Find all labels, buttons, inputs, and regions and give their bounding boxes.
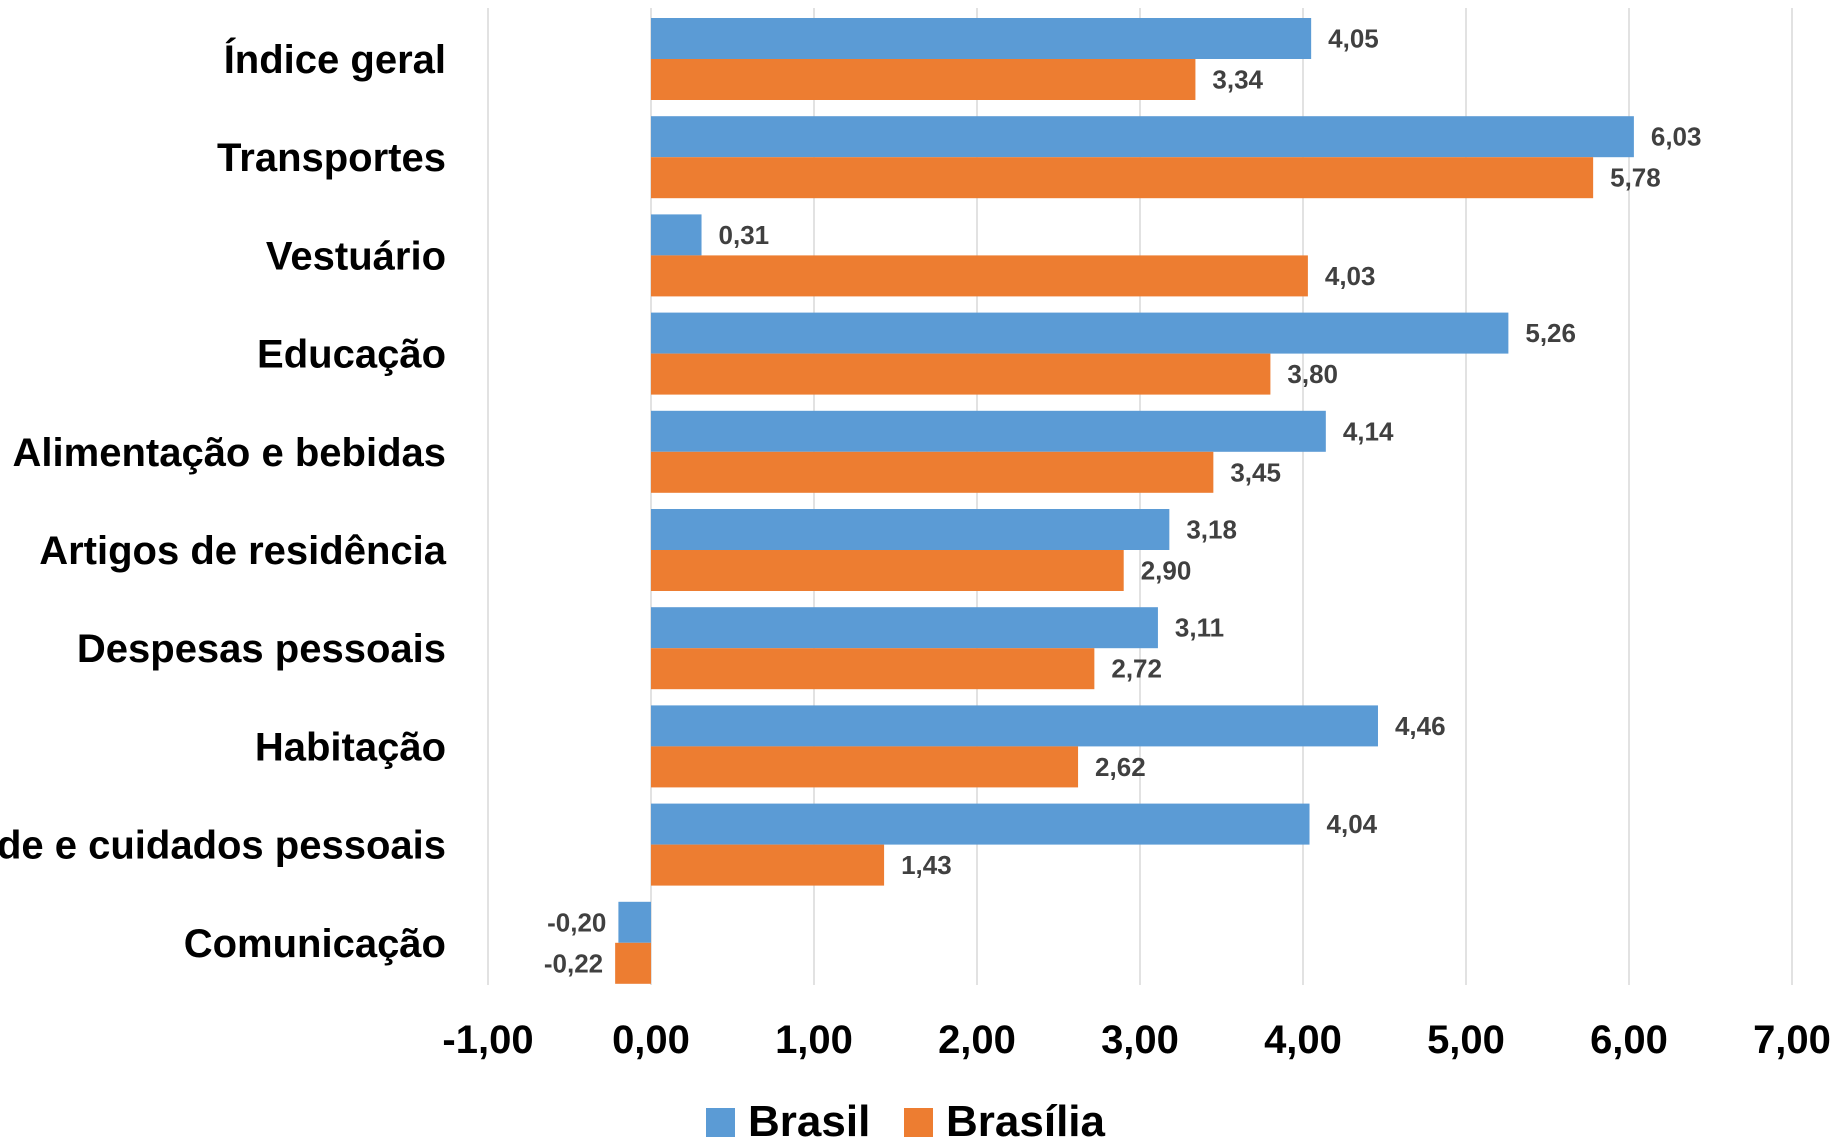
data-label: 3,11 (1175, 613, 1224, 643)
data-label: 3,80 (1287, 359, 1338, 389)
bar-brasilia (651, 550, 1124, 591)
legend-label: Brasil (748, 1097, 870, 1146)
bar-brasil (651, 607, 1158, 649)
data-label: 3,45 (1230, 457, 1281, 487)
bar-brasil (651, 116, 1634, 158)
bar-brasilia (651, 746, 1079, 788)
data-label: 0,31 (719, 220, 770, 250)
data-label: 4,03 (1325, 261, 1376, 291)
bar-brasil (651, 312, 1509, 354)
category-label: Transportes (217, 136, 446, 180)
category-label: Índice geral (224, 37, 446, 82)
data-label: 1,43 (901, 850, 952, 880)
bar-brasil (651, 410, 1326, 452)
bar-brasil (651, 705, 1378, 747)
legend: Brasil Brasília (706, 1097, 1106, 1146)
bar-brasilia (651, 353, 1271, 395)
data-label: -0,20 (547, 907, 606, 937)
bar-brasil (651, 18, 1312, 59)
x-tick-label: 6,00 (1590, 1018, 1668, 1062)
legend-swatch (904, 1108, 933, 1137)
x-tick-label: 7,00 (1753, 1018, 1831, 1062)
category-label: Educação (257, 333, 446, 377)
category-label: Artigos de residência (39, 529, 447, 573)
bar-brasilia (615, 942, 651, 984)
category-label: Comunicação (184, 922, 446, 966)
category-label: Saúde e cuidados pessoais (0, 824, 446, 868)
bar-brasilia (651, 255, 1308, 297)
data-label: 2,72 (1111, 654, 1162, 684)
data-label: 4,46 (1395, 711, 1446, 741)
x-tick-label: 2,00 (938, 1018, 1016, 1062)
x-axis-tick-labels: -1,00 0,00 1,00 2,00 3,00 4,00 5,00 6,00 7,00 (442, 1018, 1831, 1062)
bar-brasilia (651, 157, 1594, 199)
data-label: 5,78 (1610, 163, 1661, 193)
x-tick-label: 5,00 (1427, 1018, 1505, 1062)
bars (615, 18, 1634, 984)
category-label: Vestuário (266, 234, 446, 278)
legend-label: Brasília (946, 1097, 1106, 1146)
data-label: 4,05 (1328, 24, 1379, 54)
category-labels: Índice geral Transportes Vestuário Educação… (0, 37, 447, 966)
data-label: 4,04 (1327, 809, 1378, 839)
category-label: Habitação (255, 725, 446, 769)
x-tick-label: 3,00 (1101, 1018, 1179, 1062)
data-label: 6,03 (1651, 122, 1702, 152)
data-label: 2,62 (1095, 752, 1146, 782)
category-label: Despesas pessoais (77, 627, 446, 671)
x-tick-label: 0,00 (612, 1018, 690, 1062)
data-label: 3,18 (1186, 515, 1237, 545)
data-label: 2,90 (1141, 556, 1192, 586)
data-label: 5,26 (1525, 318, 1576, 348)
data-label: 3,34 (1212, 65, 1263, 95)
bar-brasilia (651, 59, 1196, 100)
bar-brasilia (651, 648, 1095, 690)
x-tick-label: 4,00 (1264, 1018, 1342, 1062)
data-labels: 4,05 6,03 0,31 5,26 4,14 3,18 3,11 4,46 4,04 -0,2… (544, 24, 1702, 979)
x-tick-label: -1,00 (442, 1018, 533, 1062)
bar-brasilia (651, 844, 885, 886)
bar-brasil (651, 509, 1170, 550)
bar-brasil (618, 901, 651, 943)
data-label: -0,22 (544, 948, 603, 978)
bar-brasil (651, 803, 1310, 845)
x-tick-label: 1,00 (775, 1018, 853, 1062)
category-label: Alimentação e bebidas (13, 431, 446, 475)
bar-brasilia (651, 451, 1214, 493)
legend-swatch (706, 1108, 735, 1137)
data-label: 4,14 (1343, 416, 1394, 446)
bar-brasil (651, 214, 702, 256)
